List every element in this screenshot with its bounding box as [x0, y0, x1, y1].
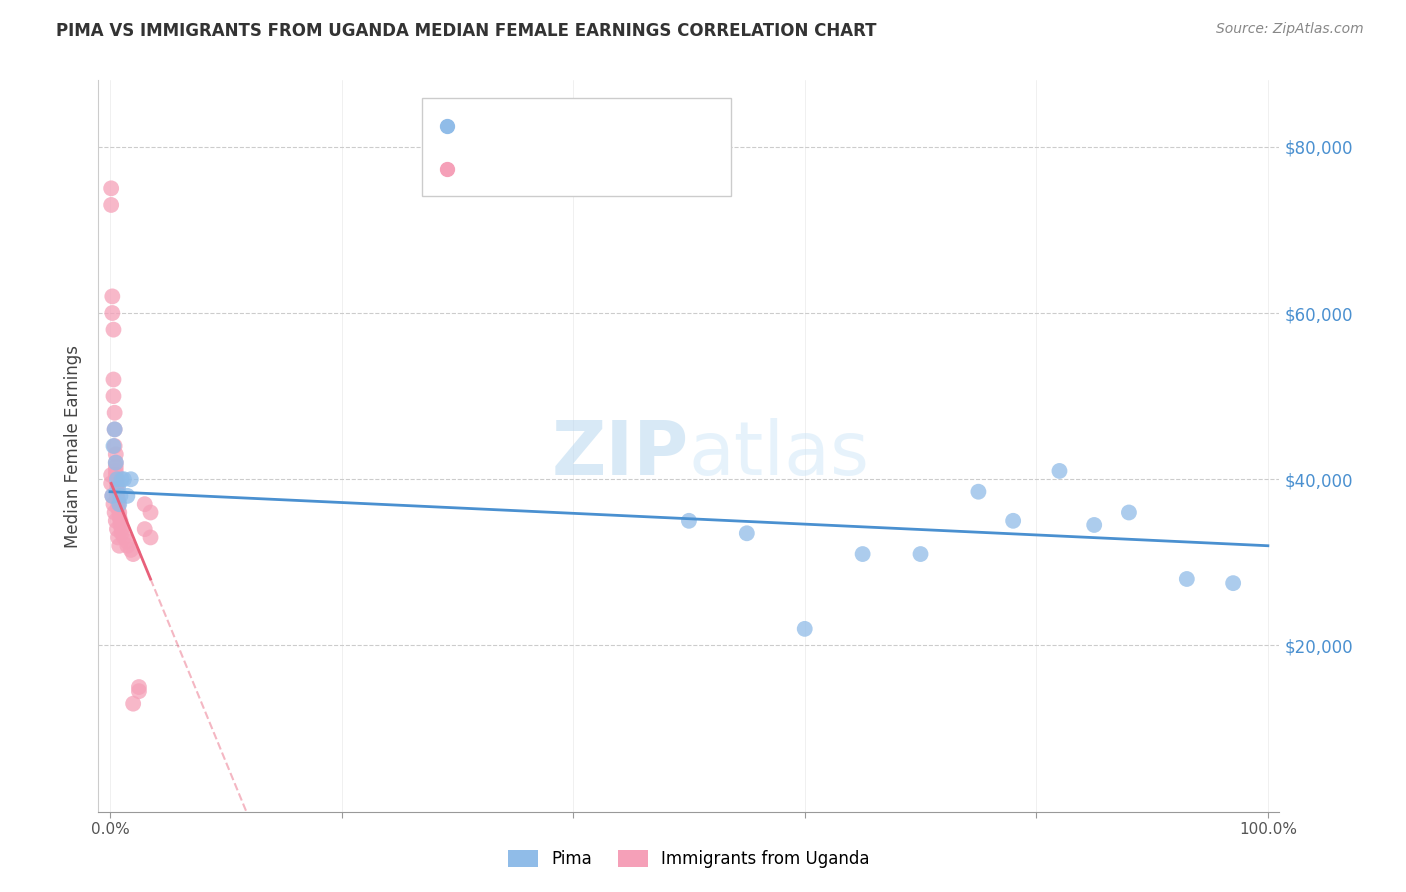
Point [436, 119, 458, 133]
Point [107, 497, 129, 511]
Text: 51: 51 [654, 161, 675, 177]
Point [104, 439, 127, 453]
Point [1175, 572, 1198, 586]
Point [103, 439, 125, 453]
Point [139, 506, 162, 520]
Point [100, 181, 122, 195]
Point [128, 684, 150, 698]
Point [120, 472, 142, 486]
Point [103, 323, 125, 337]
Point [120, 542, 142, 557]
Text: R =: R = [471, 161, 499, 177]
Point [134, 522, 156, 536]
Point [122, 697, 145, 711]
Point [108, 539, 131, 553]
Point [128, 680, 150, 694]
Point [110, 472, 132, 486]
Text: N =: N = [607, 118, 637, 133]
Point [101, 306, 124, 320]
Point [678, 514, 700, 528]
Point [104, 456, 127, 470]
Legend: Pima, Immigrants from Uganda: Pima, Immigrants from Uganda [502, 843, 876, 875]
Point [1118, 506, 1140, 520]
Point [112, 530, 135, 544]
Point [108, 497, 131, 511]
Point [100, 198, 122, 212]
Point [1083, 518, 1105, 533]
Text: ZIP: ZIP [551, 417, 689, 491]
FancyBboxPatch shape [422, 98, 731, 196]
Point [104, 464, 127, 478]
Point [103, 497, 125, 511]
Point [436, 161, 458, 176]
Text: PIMA VS IMMIGRANTS FROM UGANDA MEDIAN FEMALE EARNINGS CORRELATION CHART: PIMA VS IMMIGRANTS FROM UGANDA MEDIAN FE… [56, 22, 877, 40]
Point [110, 526, 132, 541]
Point [104, 459, 127, 474]
Point [105, 472, 128, 486]
Point [104, 506, 127, 520]
Point [104, 447, 127, 461]
Point [1002, 514, 1025, 528]
Point [105, 484, 128, 499]
Point [107, 481, 129, 495]
Point [100, 468, 122, 483]
Text: R =: R = [471, 118, 499, 133]
Point [1049, 464, 1071, 478]
Point [110, 514, 132, 528]
Point [104, 406, 127, 420]
Point [101, 289, 124, 303]
Point [117, 534, 139, 549]
Point [104, 468, 127, 483]
Point [105, 489, 128, 503]
Text: N =: N = [607, 161, 637, 177]
Y-axis label: Median Female Earnings: Median Female Earnings [65, 344, 83, 548]
Point [105, 522, 128, 536]
Point [104, 422, 127, 436]
Point [793, 622, 815, 636]
Point [967, 484, 990, 499]
Point [107, 530, 129, 544]
Point [108, 509, 131, 524]
Text: -0.541: -0.541 [515, 118, 569, 133]
Text: Source: ZipAtlas.com: Source: ZipAtlas.com [1216, 22, 1364, 37]
Point [107, 493, 129, 508]
Point [910, 547, 932, 561]
Point [101, 489, 124, 503]
Point [139, 530, 162, 544]
Point [110, 489, 132, 503]
Point [101, 489, 124, 503]
Text: 24: 24 [654, 118, 675, 133]
Point [110, 522, 132, 536]
Point [122, 547, 145, 561]
Point [104, 456, 127, 470]
Point [735, 526, 758, 541]
Point [104, 422, 127, 436]
Point [104, 514, 127, 528]
Point [105, 476, 128, 491]
Point [134, 497, 156, 511]
Point [107, 501, 129, 516]
Point [103, 389, 125, 403]
Point [112, 472, 135, 486]
Point [110, 518, 132, 533]
Point [100, 476, 122, 491]
Point [117, 539, 139, 553]
Point [105, 481, 128, 495]
Point [852, 547, 875, 561]
Point [103, 372, 125, 386]
Point [117, 489, 139, 503]
Point [104, 472, 127, 486]
Text: -0.429: -0.429 [515, 161, 569, 177]
Text: atlas: atlas [689, 417, 870, 491]
Point [1222, 576, 1244, 591]
Point [108, 506, 131, 520]
